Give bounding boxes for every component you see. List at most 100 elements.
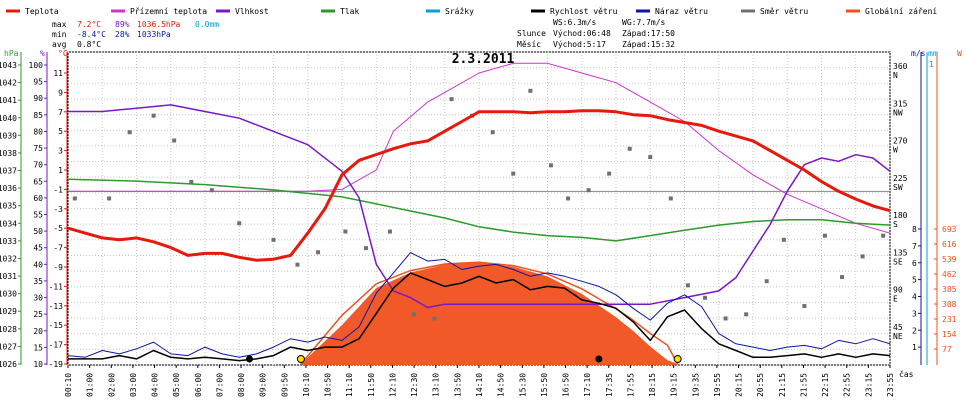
stats-max-temp: 7.2°C bbox=[77, 20, 101, 29]
wind-tick-label: 3 bbox=[912, 309, 917, 318]
wind-dir-point bbox=[363, 246, 368, 251]
wind-dir-point bbox=[295, 262, 300, 267]
x-tick-label: 12:30 bbox=[410, 373, 419, 397]
axis-tick-label: 9 bbox=[58, 88, 63, 97]
rad-tick-label: 693 bbox=[942, 225, 957, 234]
x-tick-label: 23:55 bbox=[886, 373, 895, 397]
axis-tick-label: 11 bbox=[53, 69, 63, 78]
x-tick-label: 21:55 bbox=[799, 373, 808, 397]
axis-tick-label: 40 bbox=[33, 260, 43, 269]
rad-tick-label: 231 bbox=[942, 315, 957, 324]
axis-unit-hum: % bbox=[40, 49, 45, 58]
axis-tick-label: 1042 bbox=[0, 79, 17, 88]
wind-dir-point bbox=[744, 312, 749, 317]
x-axis-label: čas bbox=[899, 369, 914, 379]
legend: Teplota Přízemní teplota Vlhkost Tlak Srážky… bbox=[6, 7, 937, 16]
stats-avg-label: avg bbox=[52, 40, 67, 49]
x-tick-label: 10:10 bbox=[302, 373, 311, 397]
axis-tick-label: 1032 bbox=[0, 254, 17, 263]
wind-dir-tick-label: SE bbox=[893, 257, 903, 266]
wind-dir-point bbox=[668, 196, 673, 201]
axis-unit-temp: °C bbox=[58, 49, 68, 58]
wind-dir-tick-label: 45 bbox=[893, 323, 903, 332]
axis-tick-label: -17 bbox=[49, 341, 64, 350]
axis-tick-label: 1041 bbox=[0, 96, 17, 105]
axis-tick-label: 20 bbox=[33, 327, 43, 336]
x-tick-label: 13:50 bbox=[453, 373, 462, 397]
wind-dir-point bbox=[881, 233, 886, 238]
wind-dir-point bbox=[127, 130, 132, 135]
axis-tick-label: 95 bbox=[33, 78, 43, 87]
series-náraz-větru bbox=[67, 252, 891, 358]
axis-tick-label: -7 bbox=[53, 244, 63, 253]
axis-tick-label: 7 bbox=[58, 108, 63, 117]
x-tick-label: 13:10 bbox=[432, 373, 441, 397]
wind-dir-point bbox=[627, 146, 632, 151]
wind-dir-point bbox=[723, 316, 728, 321]
x-tick-label: 14:10 bbox=[475, 373, 484, 397]
axis-tick-label: 1038 bbox=[0, 149, 17, 158]
wind-dir-point bbox=[860, 254, 865, 259]
stats-max-rain: 0.0mm bbox=[195, 20, 219, 29]
moon-rise: Východ:5:17 bbox=[553, 40, 606, 49]
sunrise-marker bbox=[296, 355, 305, 363]
legend-label: Směr větru bbox=[760, 7, 808, 16]
x-tick-label: 20:15 bbox=[735, 373, 744, 397]
wind-dir-point bbox=[209, 188, 214, 193]
axis-tick-label: 1037 bbox=[0, 167, 17, 176]
axis-tick-label: 100 bbox=[29, 61, 44, 70]
axis-tick-label: 90 bbox=[33, 94, 43, 103]
axis-tick-label: 70 bbox=[33, 161, 43, 170]
axis-tick-label: 55 bbox=[33, 211, 43, 220]
axis-tick-label: 1027 bbox=[0, 342, 17, 351]
rad-tick-label: 385 bbox=[942, 285, 957, 294]
wind-gust-info: WG:7.7m/s bbox=[622, 18, 666, 27]
wind-dir-point bbox=[237, 221, 242, 226]
stats-min-temp: -8.4°C bbox=[77, 30, 106, 39]
axis-tick-label: 45 bbox=[33, 244, 43, 253]
wind-dir-point bbox=[586, 188, 591, 193]
wind-dir-tick-label: NE bbox=[893, 332, 903, 341]
wind-dir-point bbox=[387, 229, 392, 234]
legend-label: Náraz větru bbox=[655, 7, 708, 16]
legend-label: Přízemní teplota bbox=[130, 7, 207, 16]
stats-block: max 7.2°C 89% 1036.5hPa 0.0mm min -8.4°C… bbox=[52, 18, 675, 49]
axis-tick-label: -15 bbox=[49, 321, 64, 330]
stats-min-label: min bbox=[52, 30, 67, 39]
x-tick-label: 17:55 bbox=[626, 373, 635, 397]
x-tick-label: 23:15 bbox=[864, 373, 873, 397]
axis-tick-label: 1040 bbox=[0, 114, 17, 123]
legend-label: Rychlost větru bbox=[550, 7, 618, 16]
wind-dir-point bbox=[271, 237, 276, 242]
x-tick-label: 20:55 bbox=[756, 373, 765, 397]
x-tick-label: 19:55 bbox=[713, 373, 722, 397]
x-tick-label: 08:00 bbox=[237, 373, 246, 397]
axis-tick-label: 60 bbox=[33, 194, 43, 203]
axis-tick-label: 1034 bbox=[0, 219, 17, 228]
axis-tick-label: 1028 bbox=[0, 325, 17, 334]
axis-unit-wind: m/s bbox=[911, 49, 926, 58]
axis-tick-label: -19 bbox=[49, 360, 64, 369]
x-tick-label: 12:10 bbox=[388, 373, 397, 397]
x-tick-label: 15:50 bbox=[540, 373, 549, 397]
rad-tick-label: 77 bbox=[942, 345, 952, 354]
sun-set: Západ:17:50 bbox=[622, 29, 675, 38]
x-tick-label: 01:00 bbox=[86, 373, 95, 397]
wind-dir-point bbox=[151, 113, 156, 118]
x-tick-label: 09:50 bbox=[280, 373, 289, 397]
stats-min-hum: 28% bbox=[115, 30, 130, 39]
wind-tick-label: 6 bbox=[912, 259, 917, 268]
stats-max-press: 1036.5hPa bbox=[137, 20, 181, 29]
axis-tick-label: 15 bbox=[33, 343, 43, 352]
axis-tick-label: -1 bbox=[53, 185, 63, 194]
x-tick-label: 21:15 bbox=[778, 373, 787, 397]
axis-tick-label: 30 bbox=[33, 294, 43, 303]
series-teplota bbox=[67, 109, 891, 262]
rad-tick-label: 539 bbox=[942, 255, 957, 264]
axis-tick-label: 1036 bbox=[0, 184, 17, 193]
series-vlhkost bbox=[68, 104, 891, 309]
sun-rise: Východ:06:48 bbox=[553, 29, 611, 38]
x-tick-label: 14:50 bbox=[497, 373, 506, 397]
wind-dir-point bbox=[802, 304, 807, 309]
